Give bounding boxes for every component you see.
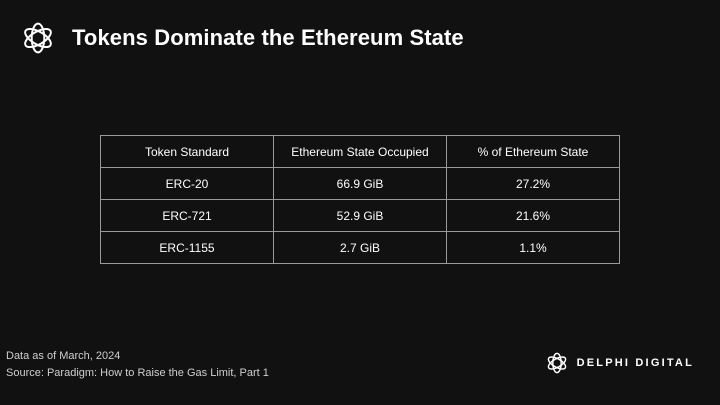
table-cell: 27.2%: [446, 167, 620, 200]
column-header-token-standard: Token Standard: [100, 135, 274, 168]
brand-name: DELPHI DIGITAL: [576, 357, 694, 369]
table-row: ERC-1155 2.7 GiB 1.1%: [100, 231, 620, 264]
delphi-flower-icon: [24, 22, 52, 54]
table-row: ERC-20 66.9 GiB 27.2%: [100, 167, 620, 200]
header: Tokens Dominate the Ethereum State: [20, 20, 464, 56]
table-header-row: Token Standard Ethereum State Occupied %…: [100, 135, 620, 168]
table-row: ERC-721 52.9 GiB 21.6%: [100, 199, 620, 232]
page-title: Tokens Dominate the Ethereum State: [72, 25, 464, 50]
data-table: Token Standard Ethereum State Occupied %…: [100, 135, 620, 264]
data-date-note: Data as of March, 2024: [6, 350, 121, 362]
table-cell: 2.7 GiB: [273, 231, 447, 264]
table-cell: ERC-1155: [100, 231, 274, 264]
footer: Data as of March, 2024 Source: Paradigm:…: [6, 348, 269, 382]
table-cell: 21.6%: [446, 199, 620, 232]
table-cell: ERC-721: [100, 199, 274, 232]
column-header-state-percent: % of Ethereum State: [446, 135, 620, 168]
brand-mark: DELPHI DIGITAL: [545, 351, 694, 375]
delphi-flower-icon: [547, 352, 566, 374]
source-note: Source: Paradigm: How to Raise the Gas L…: [6, 367, 269, 379]
table-cell: ERC-20: [100, 167, 274, 200]
table-cell: 66.9 GiB: [273, 167, 447, 200]
table-cell: 1.1%: [446, 231, 620, 264]
table-cell: 52.9 GiB: [273, 199, 447, 232]
column-header-state-occupied: Ethereum State Occupied: [273, 135, 447, 168]
